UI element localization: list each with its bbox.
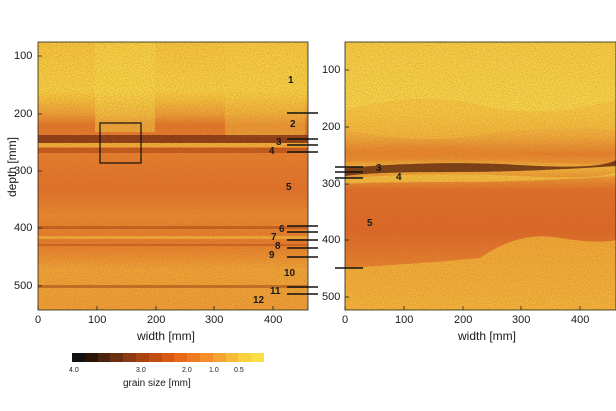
colorbar-swatch <box>251 353 264 362</box>
layer-label: 4 <box>396 172 402 183</box>
colorbar-swatch <box>161 353 175 362</box>
right-depth-tick: 500 <box>322 291 341 303</box>
right-width-tick: 400 <box>571 314 590 326</box>
layer-label: 7 <box>271 232 277 243</box>
colorbar-title: grain size [mm] <box>123 378 191 389</box>
layer-label: 6 <box>279 224 285 235</box>
left-depth-tick: 100 <box>14 50 33 62</box>
right-depth-tick: 300 <box>322 178 341 190</box>
colorbar-tick: 3.0 <box>136 367 146 374</box>
left-depth-tick: 200 <box>14 108 33 120</box>
colorbar-swatch <box>174 353 188 362</box>
colorbar-swatch <box>84 353 98 362</box>
layer-label: 12 <box>253 295 265 306</box>
right-width-tick: 300 <box>512 314 531 326</box>
right-depth-tick: 400 <box>322 234 341 246</box>
layer-label: 1 <box>288 75 294 86</box>
right-panel-frame <box>344 41 616 311</box>
layer-label: 5 <box>286 182 292 193</box>
right-x-axis-title: width [mm] <box>458 329 517 343</box>
left-depth-tick: 400 <box>14 222 33 234</box>
left-panel-frame <box>37 41 309 311</box>
layer-label: 2 <box>290 119 296 130</box>
right-width-tick: 200 <box>454 314 473 326</box>
colorbar-swatch <box>110 353 124 362</box>
left-depth-tick: 500 <box>14 280 33 292</box>
left-width-tick: 400 <box>264 314 283 326</box>
layer-label: 3 <box>376 163 382 174</box>
layer-label: 3 <box>276 137 282 148</box>
right-width-tick: 100 <box>395 314 414 326</box>
colorbar-swatch <box>97 353 111 362</box>
colorbar-swatch <box>187 353 200 362</box>
left-width-tick: 200 <box>147 314 166 326</box>
colorbar-swatch <box>225 353 239 362</box>
colorbar <box>72 353 264 362</box>
layer-label: 8 <box>275 241 281 252</box>
layer-label: 9 <box>269 250 275 261</box>
right-panel-image <box>345 42 616 310</box>
left-panel-image <box>38 42 308 310</box>
left-x-axis-title: width [mm] <box>137 329 196 343</box>
colorbar-swatch <box>199 353 213 362</box>
colorbar-swatch <box>135 353 149 362</box>
colorbar-swatch <box>123 353 136 362</box>
colorbar-swatch <box>72 353 85 362</box>
zoom-box <box>99 122 142 164</box>
right-depth-tick: 200 <box>322 121 341 133</box>
left-width-tick: 300 <box>205 314 224 326</box>
colorbar-swatch <box>212 353 226 362</box>
colorbar-tick: 4.0 <box>69 367 79 374</box>
right-depth-tick: 100 <box>322 64 341 76</box>
left-width-tick: 0 <box>35 314 42 326</box>
left-axis-ticks <box>37 55 274 310</box>
layer-label: 11 <box>270 286 281 297</box>
right-axis-ticks <box>344 69 581 310</box>
left-depth-tick: 300 <box>14 165 33 177</box>
colorbar-swatch <box>238 353 252 362</box>
colorbar-swatch <box>148 353 162 362</box>
layer-label: 4 <box>269 146 275 157</box>
colorbar-tick: 2.0 <box>182 367 192 374</box>
colorbar-tick: 0.5 <box>234 367 244 374</box>
right-width-tick: 0 <box>342 314 349 326</box>
colorbar-tick: 1.0 <box>209 367 219 374</box>
layer-label: 10 <box>284 268 296 279</box>
right-layer-markers <box>335 166 363 269</box>
left-width-tick: 100 <box>88 314 107 326</box>
left-layer-markers <box>287 112 318 295</box>
layer-label: 5 <box>367 218 373 229</box>
